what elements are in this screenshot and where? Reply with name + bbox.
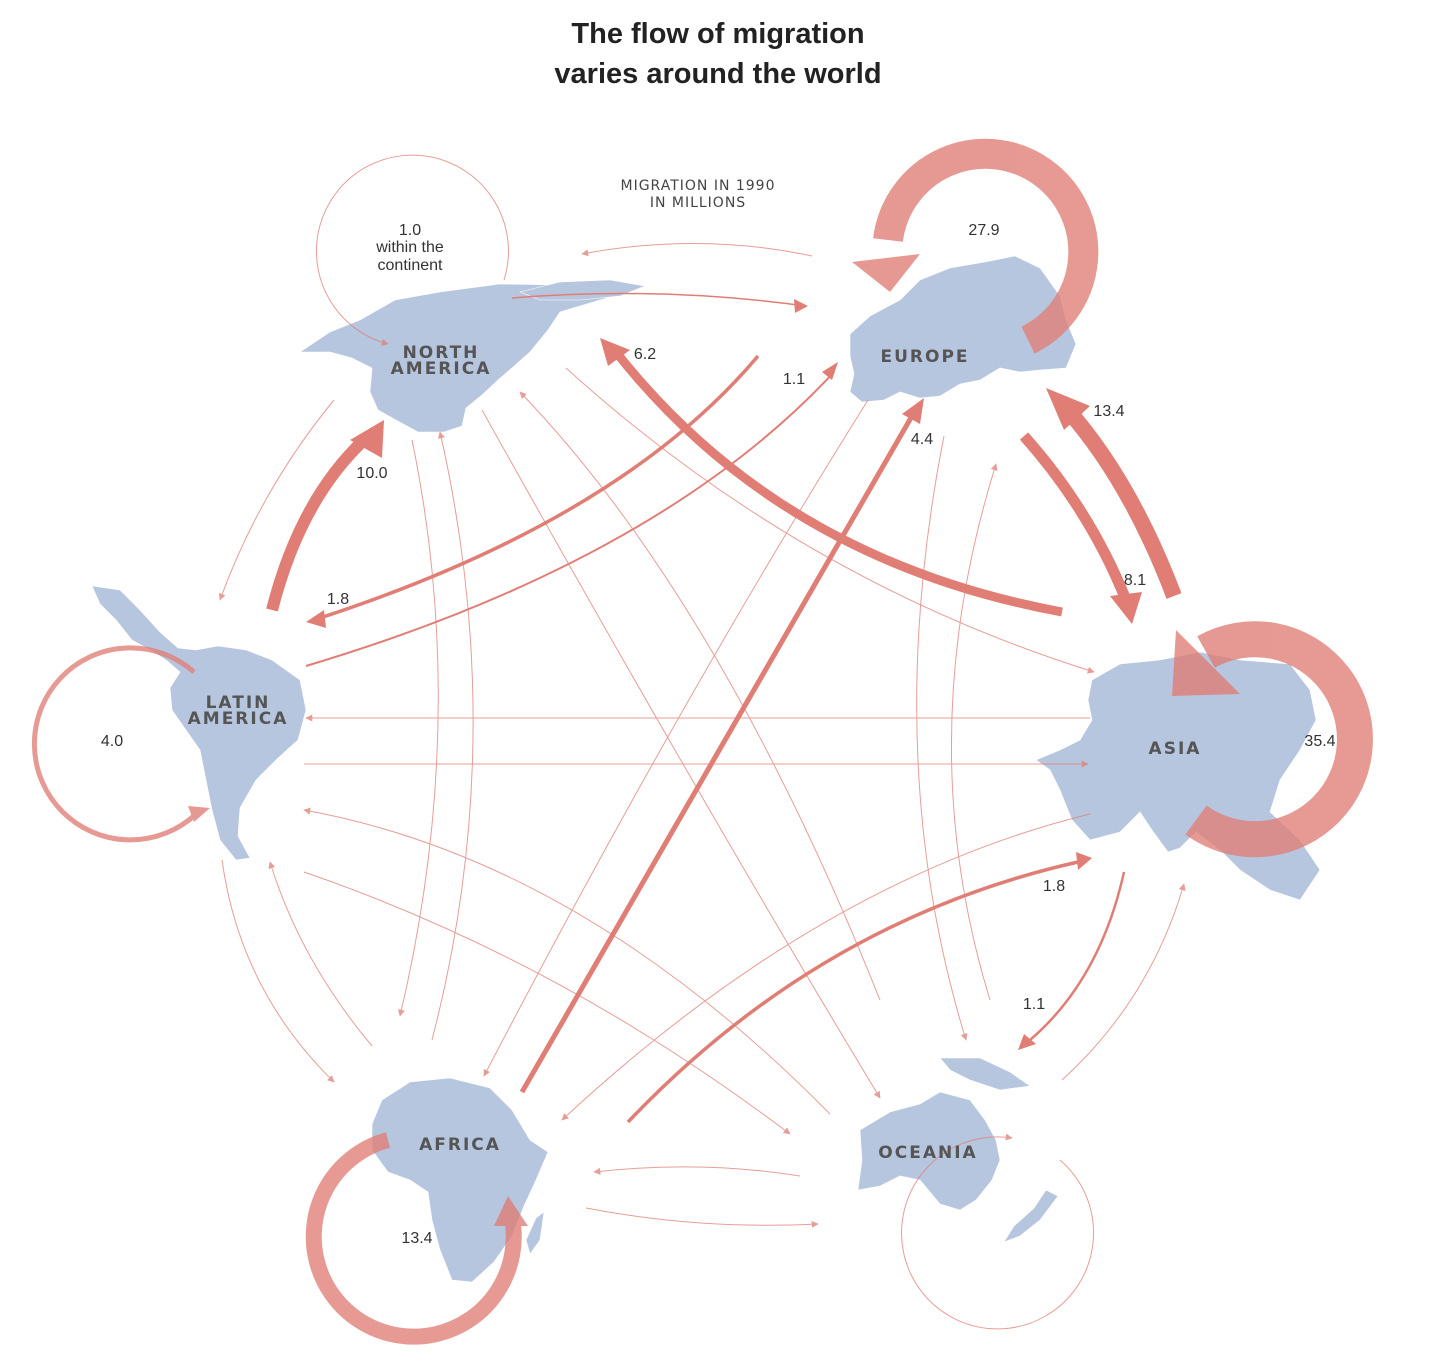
minor-flow-europe-to-africa <box>483 399 869 1077</box>
latin-america-land <box>91 585 307 861</box>
minor-flow-oceania-to-europe <box>951 463 998 1001</box>
flow-europe-to-latin-america-head <box>306 610 326 628</box>
minor-flow-europe-to-north-america <box>581 243 813 257</box>
loop-africa-head <box>494 1196 528 1226</box>
minor-flow-north-america-to-latin-america <box>218 399 335 601</box>
europe-land <box>849 255 1077 403</box>
flow-africa-to-europe-head <box>902 398 924 424</box>
minor-flow-latin-america-to-oceania <box>303 871 791 1135</box>
flow-label-asia-to-europe: 13.4 <box>1093 403 1124 420</box>
loop-latin-america-head <box>188 806 210 822</box>
flow-latin-america-to-north-america-head <box>350 420 384 458</box>
minor-flow-latin-america-to-africa <box>221 859 335 1083</box>
flow-asia-to-europe <box>1060 402 1182 599</box>
minor-flow-oceania-to-asia <box>1061 883 1186 1081</box>
region-label-oceania: OCEANIA <box>878 1143 977 1163</box>
minor-flow-asia-to-africa <box>561 813 1091 1121</box>
flow-label-europe-to-latin-america: 1.8 <box>327 591 349 608</box>
madagascar-land <box>525 1211 545 1255</box>
medium-flows <box>305 292 1126 1124</box>
new-guinea-land <box>939 1057 1031 1091</box>
region-label-north-america-line-1: NORTH <box>403 343 480 363</box>
flow-latin-america-to-europe-head <box>822 362 838 380</box>
minor-flow-oceania-to-latin-america <box>303 807 831 1115</box>
region-label-africa: AFRICA <box>419 1135 501 1155</box>
region-label-north-america-line-2: AMERICA <box>391 359 492 379</box>
north-america-land <box>299 283 641 433</box>
flow-north-america-to-europe-head <box>794 299 808 313</box>
loop-latin-america <box>31 645 198 843</box>
flow-label-latin-america-to-north-america: 10.0 <box>356 465 387 482</box>
chart-title: The flow of migration varies around the … <box>0 14 1436 94</box>
flow-asia-to-oceania-head <box>1018 1034 1036 1050</box>
flow-africa-to-europe <box>519 414 915 1094</box>
loop-africa <box>305 1132 522 1345</box>
region-label-europe: EUROPE <box>880 347 969 367</box>
within-value-labels: 1.0 within the continent 27.9 4.0 35.4 1… <box>101 222 1336 1247</box>
region-label-latin-america-line-2: AMERICA <box>188 709 289 729</box>
minor-flow-north-america-to-africa <box>398 439 439 1017</box>
minor-flow-europe-to-oceania <box>916 435 968 1041</box>
flow-europe-to-asia <box>1019 432 1132 603</box>
flow-latin-america-to-north-america <box>266 435 369 612</box>
within-label-europe: 27.9 <box>968 222 999 239</box>
loop-asia-head <box>1172 630 1240 696</box>
loop-europe <box>873 138 1099 354</box>
flow-label-asia-to-north-america: 6.2 <box>634 346 656 363</box>
loop-asia <box>1185 621 1373 858</box>
minor-flow-africa-to-oceania <box>585 1207 819 1228</box>
within-label-africa: 13.4 <box>401 1230 432 1247</box>
region-label-latin-america-line-1: LATIN <box>206 693 271 713</box>
flow-value-labels: 6.2 10.0 1.1 1.8 4.4 13.4 8.1 1.8 1.1 <box>327 346 1146 1013</box>
flow-label-asia-to-oceania: 1.1 <box>1023 996 1045 1013</box>
minor-flow-africa-to-north-america <box>431 431 474 1041</box>
africa-land <box>371 1077 549 1283</box>
flow-asia-to-north-america-head <box>600 338 630 366</box>
flow-europe-to-asia-head <box>1110 592 1142 624</box>
minor-flow-north-america-to-oceania <box>481 409 881 1099</box>
within-label-north-america-line-3: continent <box>378 257 443 274</box>
minor-flow-oceania-to-north-america <box>519 391 881 1001</box>
subtitle-line-2: IN MILLIONS <box>650 195 746 211</box>
minor-flow-north-america-to-asia <box>565 367 1095 674</box>
region-labels: NORTH AMERICA EUROPE LATIN AMERICA ASIA … <box>188 343 1202 1163</box>
loop-europe-head <box>852 254 920 292</box>
within-label-asia: 35.4 <box>1304 733 1335 750</box>
flow-asia-to-oceania <box>1029 871 1126 1041</box>
oceania-land <box>857 1091 1001 1211</box>
minor-flow-within-north-america <box>316 154 509 346</box>
flow-label-europe-to-asia: 8.1 <box>1124 572 1146 589</box>
landmasses <box>91 255 1321 1283</box>
subtitle-line-1: MIGRATION IN 1990 <box>620 178 775 194</box>
flow-north-america-to-europe <box>511 292 807 307</box>
flow-asia-to-north-america <box>612 349 1063 617</box>
flow-label-africa-to-asia: 1.8 <box>1043 878 1065 895</box>
region-label-asia: ASIA <box>1149 739 1202 759</box>
flow-asia-to-europe-head <box>1046 388 1090 430</box>
minor-flow-oceania-to-africa <box>593 1166 801 1177</box>
chart-title-line-1: The flow of migration <box>571 18 865 50</box>
minor-flows <box>218 154 1186 1330</box>
within-region-loops <box>31 138 1373 1345</box>
flow-africa-to-asia <box>626 860 1079 1124</box>
flow-label-africa-to-europe: 4.4 <box>911 431 933 448</box>
subtitle: MIGRATION IN 1990 IN MILLIONS <box>620 178 775 211</box>
chart-title-line-2: varies around the world <box>554 58 882 90</box>
major-flows <box>266 338 1182 1094</box>
flow-europe-to-latin-america <box>319 354 760 620</box>
greenland-land <box>519 279 647 301</box>
flow-africa-to-asia-head <box>1076 852 1092 870</box>
within-label-north-america-value: 1.0 <box>399 222 421 239</box>
within-label-north-america-line-2: within the <box>375 239 444 256</box>
flow-latin-america-to-europe <box>305 371 835 667</box>
new-zealand-land <box>1003 1189 1059 1243</box>
minor-flow-africa-to-latin-america <box>268 861 373 1047</box>
within-label-latin-america: 4.0 <box>101 733 123 750</box>
minor-flow-within-oceania <box>901 1133 1095 1330</box>
flow-label-latin-america-to-europe: 1.1 <box>783 371 805 388</box>
